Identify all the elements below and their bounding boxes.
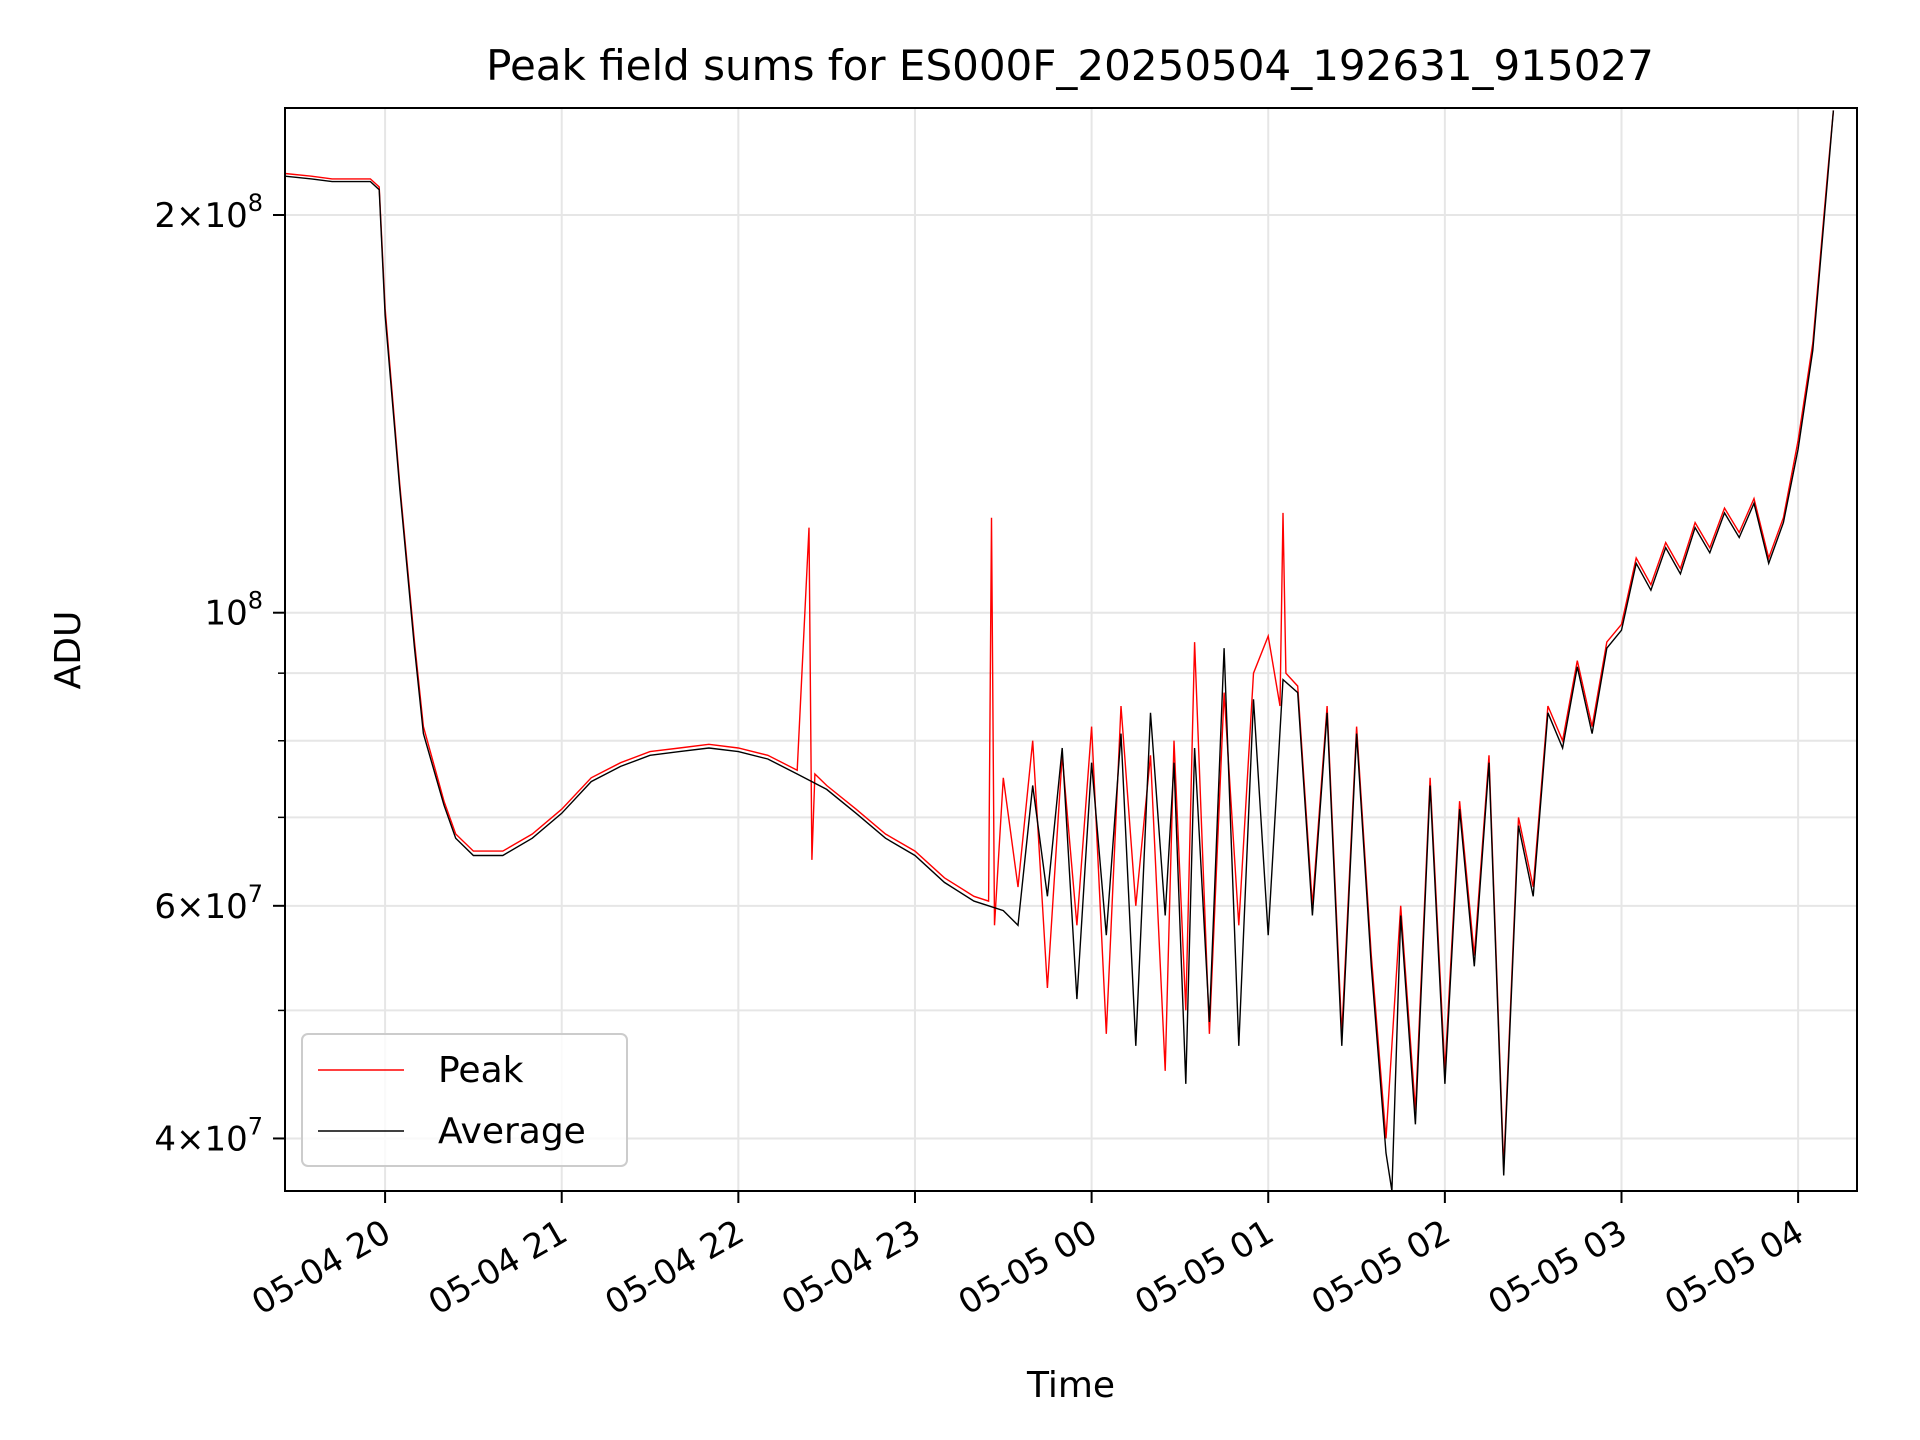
y-tick-label: 4×107	[154, 1112, 263, 1159]
legend: Peak Average	[301, 1033, 628, 1167]
y-tick-label: 2×108	[154, 189, 263, 236]
plot-area	[285, 110, 1835, 1191]
legend-label-peak: Peak	[438, 1050, 524, 1091]
y-tick-label: 108	[204, 587, 263, 634]
legend-label-average: Average	[438, 1111, 586, 1152]
chart-title: Peak field sums for ES000F_20250504_1926…	[486, 41, 1654, 90]
axes-frame	[284, 107, 1858, 1192]
y-axis-ticks: 4×107 6×107 108 2×108	[154, 189, 285, 1159]
grid-lines	[285, 108, 1857, 1191]
y-tick-label: 6×107	[154, 880, 263, 927]
series-line-peak	[285, 110, 1835, 1168]
y-axis-label: ADU	[48, 611, 89, 690]
x-axis-label: Time	[1026, 1365, 1115, 1406]
series-line-average	[285, 110, 1835, 1191]
legend-box	[301, 1033, 628, 1167]
